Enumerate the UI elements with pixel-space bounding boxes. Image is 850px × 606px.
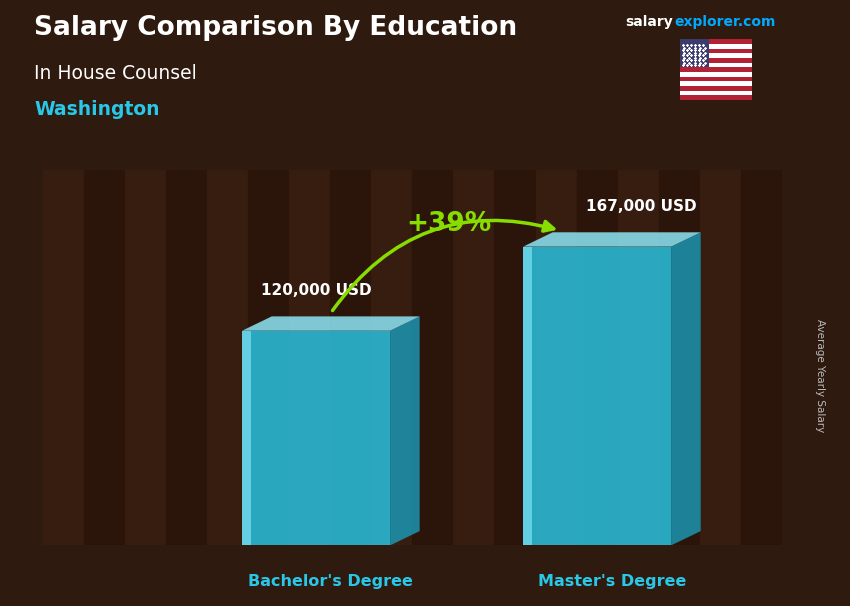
Bar <box>680 58 752 62</box>
Bar <box>166 151 207 545</box>
Bar <box>680 39 752 44</box>
Bar <box>618 151 659 545</box>
Bar <box>289 151 330 545</box>
Bar <box>495 151 536 545</box>
Text: Average Yearly Salary: Average Yearly Salary <box>815 319 825 432</box>
Bar <box>536 151 576 545</box>
Bar <box>680 86 752 91</box>
Polygon shape <box>390 316 420 545</box>
Bar <box>680 67 752 72</box>
Text: 120,000 USD: 120,000 USD <box>261 284 371 299</box>
Bar <box>248 151 289 545</box>
FancyArrowPatch shape <box>332 221 553 310</box>
Bar <box>680 39 709 67</box>
Text: salary: salary <box>625 15 672 29</box>
Text: Master's Degree: Master's Degree <box>538 574 686 589</box>
Bar <box>680 44 752 48</box>
Text: Bachelor's Degree: Bachelor's Degree <box>248 574 413 589</box>
Text: 167,000 USD: 167,000 USD <box>586 199 697 215</box>
Text: Salary Comparison By Education: Salary Comparison By Education <box>34 15 517 41</box>
Polygon shape <box>523 232 700 247</box>
Bar <box>207 151 248 545</box>
Polygon shape <box>672 232 700 545</box>
Text: In House Counsel: In House Counsel <box>34 64 196 82</box>
Bar <box>680 91 752 95</box>
Bar <box>412 151 453 545</box>
Bar <box>680 62 752 67</box>
Bar <box>680 81 752 86</box>
Bar <box>453 151 495 545</box>
Bar <box>680 77 752 81</box>
Bar <box>42 151 83 545</box>
Text: +39%: +39% <box>406 211 492 237</box>
Bar <box>371 151 412 545</box>
Bar <box>83 151 125 545</box>
Bar <box>680 53 752 58</box>
FancyBboxPatch shape <box>242 331 390 545</box>
Bar <box>741 151 782 545</box>
Bar <box>659 151 700 545</box>
Bar <box>330 151 371 545</box>
Bar <box>700 151 741 545</box>
Text: Washington: Washington <box>34 100 160 119</box>
Bar <box>125 151 166 545</box>
Text: explorer.com: explorer.com <box>674 15 775 29</box>
FancyBboxPatch shape <box>523 247 672 545</box>
FancyBboxPatch shape <box>242 331 251 545</box>
Bar <box>576 151 618 545</box>
Bar <box>680 95 752 100</box>
FancyBboxPatch shape <box>523 247 532 545</box>
Bar <box>680 72 752 77</box>
Bar <box>680 48 752 53</box>
Polygon shape <box>242 316 420 331</box>
